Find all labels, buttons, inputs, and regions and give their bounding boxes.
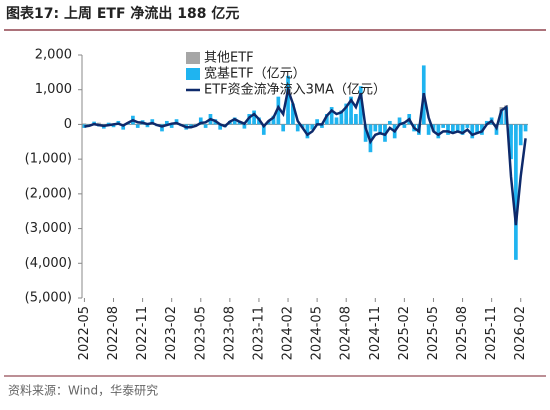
x-tick-label: 2023-05 — [193, 306, 208, 360]
x-tick-label: 2026-02 — [513, 306, 528, 360]
bar — [111, 124, 116, 128]
x-tick-label: 2022-08 — [106, 306, 121, 360]
bar — [354, 114, 358, 125]
x-tick-label: 2024-08 — [339, 306, 354, 360]
bar — [475, 124, 479, 134]
legend-label: 宽基ETF（亿元） — [204, 66, 306, 82]
source: 资料来源：Wind，华泰研究 — [8, 383, 158, 398]
bar — [194, 123, 198, 125]
y-tick-label: 0 — [64, 117, 72, 132]
bar — [198, 117, 203, 125]
bar — [169, 124, 174, 128]
bar — [261, 124, 266, 135]
bar — [276, 96, 281, 125]
legend-label: ETF资金流净流入3MA（亿元） — [204, 82, 386, 98]
bar — [203, 124, 208, 128]
bar — [499, 110, 504, 125]
legend-label: 其他ETF — [204, 51, 254, 66]
bar — [339, 110, 344, 125]
y-tick-label: (3,000) — [25, 221, 72, 236]
x-tick-label: 2022-05 — [77, 306, 92, 360]
bar — [378, 124, 382, 135]
bar — [97, 122, 101, 125]
bar — [329, 107, 334, 125]
bar — [237, 121, 242, 125]
x-tick-label: 2024-02 — [281, 306, 296, 360]
bar — [446, 124, 450, 135]
bar — [295, 124, 300, 132]
bar — [320, 124, 324, 128]
bar — [397, 117, 402, 125]
bar — [441, 124, 446, 128]
bar — [387, 120, 392, 125]
bar — [344, 103, 349, 125]
bar — [315, 119, 319, 125]
x-tick-label: 2025-11 — [484, 306, 499, 360]
bar — [334, 117, 339, 125]
bar — [135, 124, 140, 128]
bar — [145, 124, 150, 128]
x-tick-label: 2025-02 — [397, 306, 412, 360]
legend-swatch — [186, 68, 200, 80]
bar — [514, 124, 518, 260]
bar — [232, 117, 237, 125]
bar — [242, 124, 247, 129]
bar — [484, 120, 489, 125]
bar — [121, 124, 126, 130]
y-tick-label: 2,000 — [35, 48, 72, 63]
x-tick-label: 2024-05 — [310, 306, 325, 360]
x-tick-label: 2023-11 — [251, 306, 266, 360]
bar — [358, 86, 363, 125]
bar — [218, 124, 223, 130]
bar — [523, 124, 528, 132]
bar — [451, 124, 455, 134]
bar — [470, 124, 475, 139]
x-tick-label: 2024-11 — [368, 306, 383, 360]
x-tick-label: 2022-11 — [135, 306, 150, 360]
y-tick-label: (2,000) — [25, 186, 72, 201]
bar — [82, 123, 87, 125]
bar — [281, 124, 286, 132]
bar — [509, 124, 513, 160]
bar — [310, 124, 315, 130]
bar — [436, 124, 441, 139]
bar — [455, 124, 460, 132]
x-tick-label: 2023-02 — [164, 306, 179, 360]
y-tick-label: (5,000) — [25, 291, 72, 306]
x-tick-label: 2023-08 — [222, 306, 237, 360]
bar — [271, 115, 276, 125]
bar — [106, 122, 111, 125]
line — [84, 84, 527, 226]
bar — [363, 124, 368, 142]
bar — [164, 120, 169, 125]
bar — [305, 124, 310, 139]
y-tick-label: 1,000 — [35, 82, 72, 97]
bar — [465, 124, 470, 128]
bar — [349, 96, 353, 125]
bar — [160, 124, 164, 132]
legend-swatch — [186, 52, 200, 64]
bar — [291, 103, 295, 125]
bar — [518, 124, 523, 146]
bar — [189, 124, 193, 128]
bar — [460, 124, 465, 135]
y-tick-label: (1,000) — [25, 152, 72, 167]
bar — [426, 124, 431, 135]
bar — [373, 124, 378, 132]
bar — [286, 75, 290, 125]
bar — [402, 124, 407, 128]
bar — [252, 110, 256, 125]
x-tick-label: 2025-08 — [455, 306, 470, 360]
chart-title: 图表17: 上周 ETF 净流出 188 亿元 — [6, 5, 239, 22]
x-tick-label: 2025-05 — [426, 306, 441, 360]
y-tick-label: (4,000) — [25, 256, 72, 271]
bar — [324, 114, 329, 125]
